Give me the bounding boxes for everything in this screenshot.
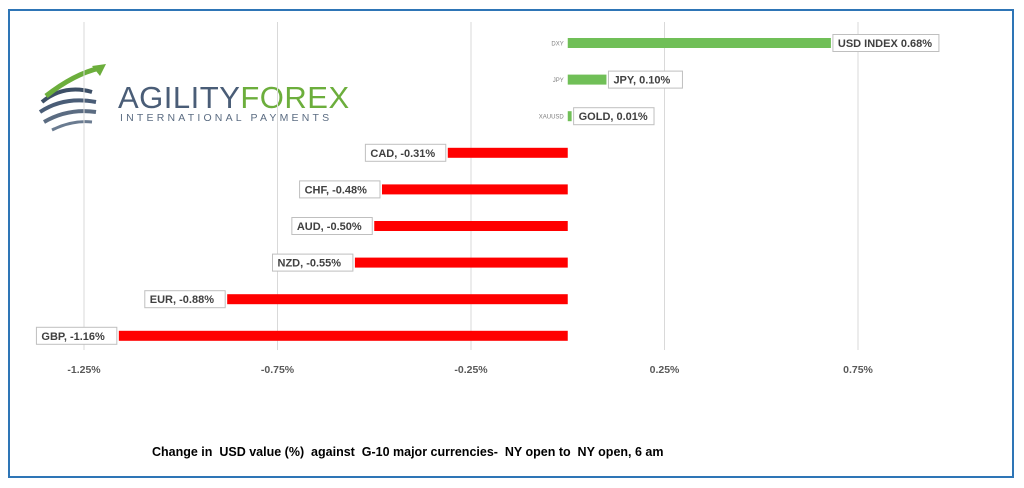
data-label-box xyxy=(364,143,447,162)
data-label-box xyxy=(299,180,381,199)
logo-word-forex: FOREX xyxy=(240,80,350,115)
data-label-box xyxy=(832,34,940,52)
bar xyxy=(567,74,607,85)
x-tick-label: 0.75% xyxy=(843,364,873,376)
data-label-box xyxy=(144,290,226,309)
agility-forex-logo: AGILITYFOREX INTERNATIONAL PAYMENTS xyxy=(34,62,349,142)
logo-wordmark: AGILITYFOREX xyxy=(118,80,350,116)
data-label-box xyxy=(272,253,354,272)
category-label: JPY xyxy=(553,78,564,84)
data-label-box xyxy=(607,70,683,89)
category-label: DXY xyxy=(551,42,563,48)
data-label: JPY, 0.10% xyxy=(613,75,670,87)
data-label-box xyxy=(573,107,655,126)
data-label: USD INDEX 0.68% xyxy=(838,38,932,50)
x-tick-label: -1.25% xyxy=(67,364,101,376)
bar xyxy=(118,330,568,341)
bar xyxy=(447,147,568,158)
data-label: CAD, -0.31% xyxy=(370,148,435,160)
bar xyxy=(354,257,568,268)
data-label: GOLD, 0.01% xyxy=(579,111,648,123)
data-label-box xyxy=(291,217,373,235)
data-label: EUR, -0.88% xyxy=(150,294,214,306)
data-label: CHF, -0.48% xyxy=(305,184,368,196)
chart-caption: Change in USD value (%) against G-10 maj… xyxy=(152,445,664,459)
chart-frame xyxy=(8,9,1014,478)
globe-arrow-icon xyxy=(38,64,106,132)
data-label-box xyxy=(35,326,118,345)
bar xyxy=(567,111,572,122)
data-label: GBP, -1.16% xyxy=(41,331,105,343)
data-label: AUD, -0.50% xyxy=(297,221,362,233)
bar xyxy=(374,221,568,231)
data-label: NZD, -0.55% xyxy=(278,258,342,270)
bar xyxy=(567,38,831,48)
logo-subtitle: INTERNATIONAL PAYMENTS xyxy=(120,112,333,124)
x-tick-label: -0.75% xyxy=(261,364,295,376)
bar xyxy=(227,294,568,305)
category-label: XAUUSD xyxy=(539,115,565,121)
bar xyxy=(381,184,568,195)
x-tick-label: -0.25% xyxy=(454,364,488,376)
logo-word-agility: AGILITY xyxy=(118,80,241,115)
x-tick-label: 0.25% xyxy=(650,364,680,376)
